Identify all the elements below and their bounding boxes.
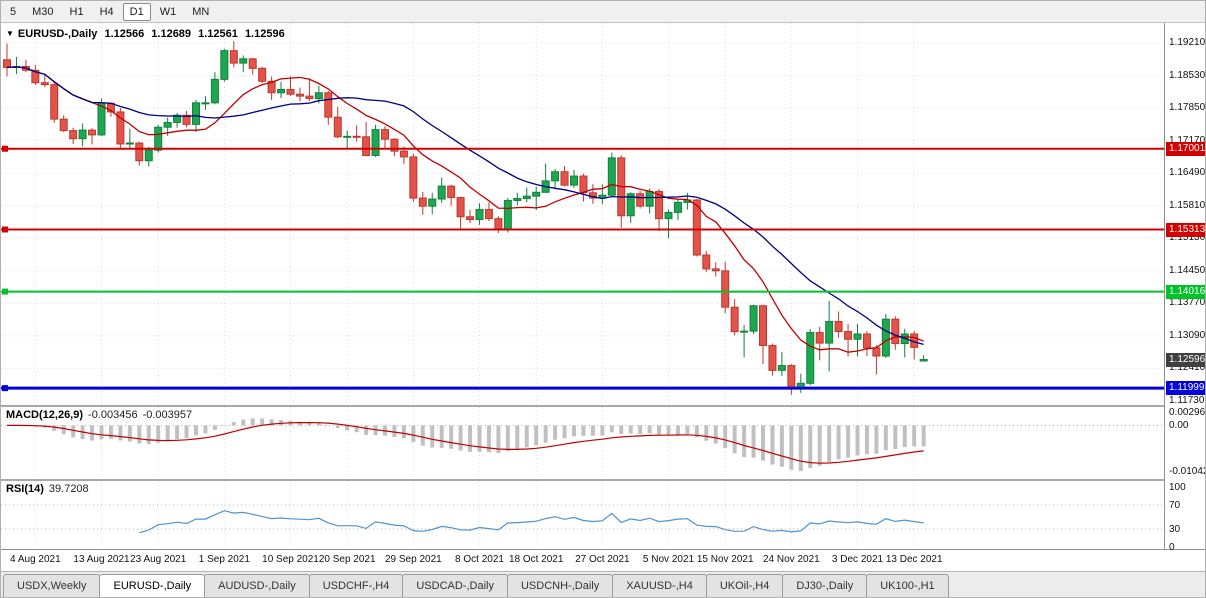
chart-symbol-period: EURUSD-,Daily — [17, 28, 98, 40]
date-axis-label: 24 Nov 2021 — [762, 554, 820, 565]
date-axis-label: 5 Nov 2021 — [642, 554, 695, 565]
time-axis: 4 Aug 2021 13 Aug 2021 23 Aug 2021 1 Sep 20… — [1, 550, 1205, 571]
timeframe-button-d1[interactable]: D1 — [122, 2, 151, 21]
hline-price-badge: 1.17001 — [1166, 141, 1205, 156]
macd-name: MACD(12,26,9) — [6, 409, 84, 421]
price-axis-label: 1.17170 — [1169, 134, 1206, 146]
price-chart-canvas[interactable] — [1, 23, 1165, 405]
macd-signal-line — [7, 422, 924, 464]
price-axis-label: 1.16490 — [1169, 167, 1206, 179]
ohlc-close: 1.12596 — [244, 28, 285, 40]
chart-tab-audusd-daily[interactable]: AUDUSD-,Daily — [204, 574, 310, 597]
rsi-pane-canvas[interactable] — [1, 481, 1165, 549]
date-axis-label: 13 Aug 2021 — [73, 554, 130, 565]
rsi-axis-label: 100 — [1169, 482, 1186, 493]
macd-histogram — [14, 418, 926, 472]
price-grid — [1, 23, 1165, 405]
date-axis-label: 1 Sep 2021 — [198, 554, 250, 565]
ohlc-low: 1.12561 — [198, 28, 238, 40]
rsi-axis-label: 0 — [1169, 542, 1175, 553]
timeframe-button-h1[interactable]: H1 — [69, 5, 84, 18]
chart-tab-eurusd-daily[interactable]: EURUSD-,Daily — [99, 574, 206, 597]
price-axis-label: 1.14450 — [1169, 264, 1206, 276]
current-price-badge: 1.12596 — [1166, 352, 1205, 367]
macd-main-value: -0.003456 — [88, 409, 138, 421]
date-axis-label: 18 Oct 2021 — [508, 554, 564, 565]
chart-tab-uk100-h1[interactable]: UK100-,H1 — [866, 574, 949, 597]
price-axis-label: 1.17850 — [1169, 102, 1206, 114]
timeframe-button-w1[interactable]: W1 — [159, 5, 177, 18]
date-axis-label: 10 Sep 2021 — [262, 554, 319, 565]
price-axis-label: 1.19210 — [1169, 37, 1206, 48]
chart-title-ohlc: ▼ EURUSD-,Daily 1.12566 1.12689 1.12561 1… — [6, 28, 289, 40]
macd-pane-canvas[interactable] — [1, 407, 1165, 479]
date-axis-label: 4 Aug 2021 — [10, 554, 61, 565]
chart-tab-usdcad-daily[interactable]: USDCAD-,Daily — [402, 574, 508, 597]
hline-price-badge: 1.14016 — [1166, 284, 1205, 299]
horizontal-level-lines[interactable] — [1, 145, 1165, 392]
date-axis-label: 13 Dec 2021 — [885, 554, 943, 565]
macd-signal-value: -0.003957 — [142, 409, 193, 421]
rsi-indicator-label: RSI(14) 39.7208 — [6, 483, 89, 495]
date-axis-label: 20 Sep 2021 — [318, 554, 376, 565]
chart-tab-usdcnh-daily[interactable]: USDCNH-,Daily — [506, 574, 614, 597]
chart-tab-ukoil-h4[interactable]: UKOil-,H4 — [705, 574, 784, 597]
hline-price-badge: 1.11999 — [1166, 381, 1205, 396]
macd-indicator-label: MACD(12,26,9) -0.003456 -0.003957 — [6, 409, 192, 421]
price-axis-label: 1.13090 — [1169, 329, 1206, 341]
time-axis-separator — [1, 549, 1205, 550]
ma-slow-line — [6, 66, 924, 346]
rsi-axis-label: 30 — [1169, 524, 1181, 535]
timeframe-button-m30[interactable]: M30 — [32, 5, 54, 18]
chart-tab-bar: USDX,Weekly EURUSD-,Daily AUDUSD-,Daily USD… — [1, 571, 1205, 597]
timeframe-button-5[interactable]: 5 — [10, 5, 17, 18]
line-handle[interactable] — [2, 385, 8, 392]
rsi-axis-label: 70 — [1169, 500, 1181, 511]
macd-axis-label: -0.01042 — [1169, 466, 1206, 478]
price-axis-label: 1.12410 — [1169, 362, 1206, 374]
price-axis-label: 1.18530 — [1169, 69, 1206, 81]
date-axis-label: 8 Oct 2021 — [455, 554, 504, 565]
chart-dropdown-icon[interactable]: ▼ — [6, 29, 14, 38]
chart-tab-dj30-daily[interactable]: DJ30-,Daily — [782, 574, 868, 597]
macd-axis-label: 0.00 — [1169, 420, 1189, 432]
date-axis-label: 23 Aug 2021 — [130, 554, 187, 565]
chart-tab-xauusd-h4[interactable]: XAUUSD-,H4 — [612, 574, 707, 597]
timeframe-button-mn[interactable]: MN — [192, 5, 210, 18]
ohlc-open: 1.12566 — [104, 28, 145, 40]
date-axis-label: 29 Sep 2021 — [384, 554, 442, 565]
timeframe-button-h4[interactable]: H4 — [99, 5, 114, 18]
line-handle[interactable] — [2, 288, 8, 295]
timeframe-toolbar: 5 M30 H1 H4 D1 W1 MN — [1, 1, 1205, 23]
ma-fast-line — [6, 66, 924, 353]
line-handle[interactable] — [2, 226, 8, 233]
rsi-name: RSI(14) — [6, 483, 44, 495]
price-axis-label: 1.13770 — [1169, 297, 1206, 309]
rsi-value: 39.7208 — [48, 483, 89, 495]
pane-splitter-rsi[interactable] — [1, 479, 1205, 481]
line-handle[interactable] — [2, 145, 8, 152]
date-axis-label: 3 Dec 2021 — [831, 554, 884, 565]
pane-splitter-macd[interactable] — [1, 405, 1205, 407]
chart-tab-usdchf-h4[interactable]: USDCHF-,H4 — [308, 574, 404, 597]
ohlc-high: 1.12689 — [151, 28, 192, 40]
macd-axis-label: 0.002966 — [1169, 407, 1206, 419]
price-axis-label: 1.15810 — [1169, 199, 1206, 211]
price-axis-label: 1.15130 — [1169, 232, 1206, 244]
moving-averages — [6, 66, 924, 353]
price-axis-label: 1.11730 — [1169, 394, 1205, 406]
hline-price-badge: 1.15313 — [1166, 222, 1205, 237]
price-axis: 1.17001 1.15313 1.14016 1.11999 1.12596 1.192… — [1164, 23, 1206, 553]
date-axis-label: 15 Nov 2021 — [696, 554, 754, 565]
rsi-line — [139, 510, 924, 534]
candlesticks — [3, 41, 928, 395]
chart-tab-usdx-weekly[interactable]: USDX,Weekly — [3, 574, 101, 597]
date-axis-label: 27 Oct 2021 — [575, 554, 630, 565]
